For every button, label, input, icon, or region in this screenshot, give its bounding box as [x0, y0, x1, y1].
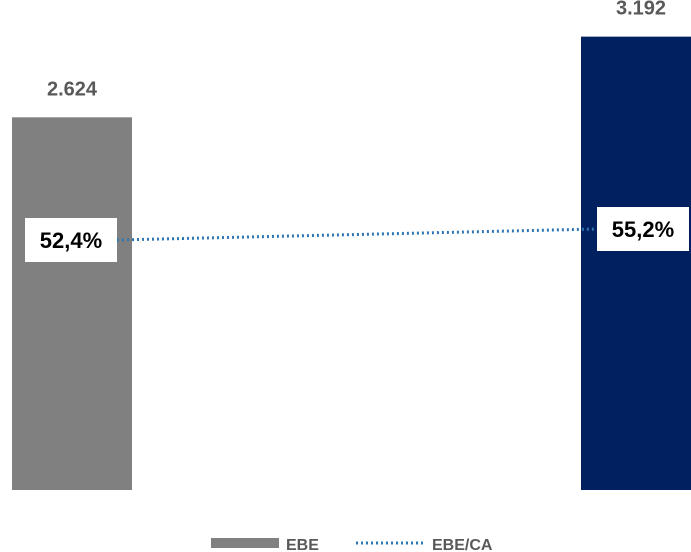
ratio-value-label-1: 52,4% — [40, 228, 102, 253]
ratio-label-box-2 — [597, 207, 689, 251]
bar-ebe-2 — [581, 36, 691, 490]
labels-group: 2.624 3.192 52,4% 55,2% — [25, 0, 689, 262]
bars-group — [12, 36, 691, 490]
bar-value-label-1: 2.624 — [47, 78, 98, 100]
legend: EBE EBE/CA — [211, 537, 493, 552]
legend-label-ebe: EBE — [286, 537, 319, 552]
legend-label-ebe-ca: EBE/CA — [432, 537, 493, 552]
bar-ebe-1 — [12, 117, 132, 490]
ratio-value-label-2: 55,2% — [612, 217, 674, 242]
bar-value-label-2: 3.192 — [616, 0, 666, 20]
ratio-line-group — [116, 227, 598, 242]
legend-swatch-ebe — [211, 538, 279, 548]
ratio-label-box-1 — [25, 218, 117, 262]
ratio-line — [116, 227, 598, 242]
